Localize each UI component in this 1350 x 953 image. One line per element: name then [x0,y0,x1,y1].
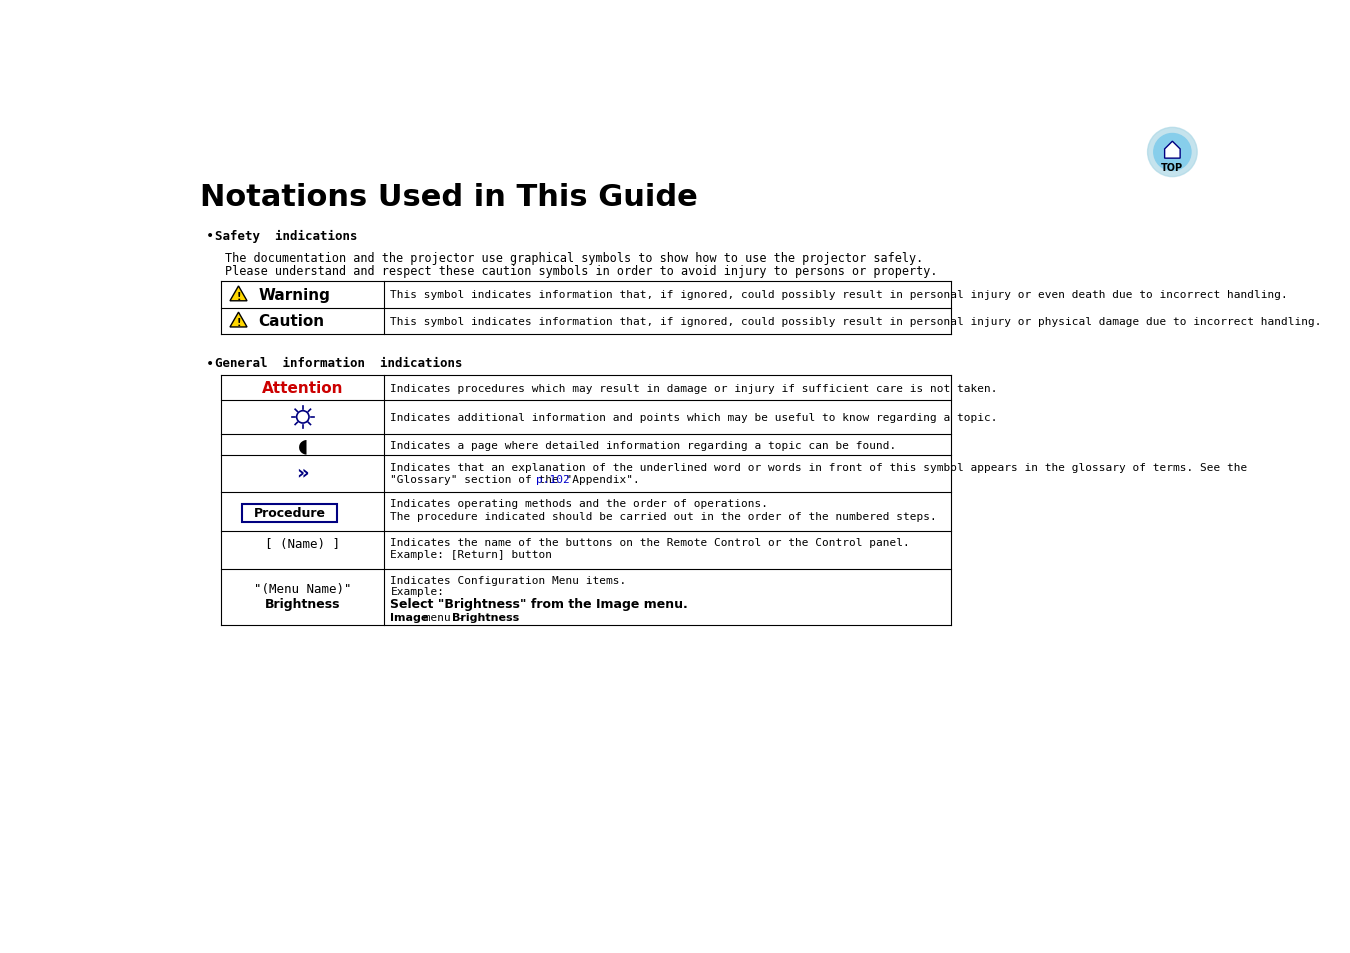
Text: "Glossary" section of the "Appendix".: "Glossary" section of the "Appendix". [390,475,653,484]
Text: Indicates the name of the buttons on the Remote Control or the Control panel.: Indicates the name of the buttons on the… [390,537,910,547]
Text: !: ! [236,292,240,302]
Text: Safety  indications: Safety indications [215,230,358,242]
Text: "(Menu Name)": "(Menu Name)" [254,582,351,595]
Text: Example:: Example: [390,587,444,597]
Circle shape [1154,134,1191,172]
Text: [ (Name) ]: [ (Name) ] [266,537,340,551]
Text: Example: [Return] button: Example: [Return] button [390,550,552,559]
Text: p.102: p.102 [536,475,570,484]
Circle shape [1148,129,1197,177]
Text: Attention: Attention [262,380,343,395]
Text: !: ! [236,317,240,328]
Polygon shape [230,313,247,328]
Text: ◖: ◖ [298,436,308,455]
Text: Warning: Warning [259,288,331,303]
Text: •: • [207,229,215,243]
Text: Please understand and respect these caution symbols in order to avoid injury to : Please understand and respect these caut… [224,265,937,278]
Text: Image: Image [390,613,429,623]
Text: Indicates a page where detailed information regarding a topic can be found.: Indicates a page where detailed informat… [390,440,896,450]
Text: Indicates operating methods and the order of operations.: Indicates operating methods and the orde… [390,499,768,509]
Text: Caution: Caution [259,314,325,329]
Text: The procedure indicated should be carried out in the order of the numbered steps: The procedure indicated should be carrie… [390,511,937,521]
Text: Brightness: Brightness [265,598,340,611]
Text: •: • [207,356,215,371]
Text: This symbol indicates information that, if ignored, could possibly result in per: This symbol indicates information that, … [390,316,1322,326]
Circle shape [297,412,309,423]
Text: TOP: TOP [1161,163,1184,173]
Text: Brightness: Brightness [452,613,520,623]
Polygon shape [1165,142,1180,159]
Text: This symbol indicates information that, if ignored, could possibly result in per: This symbol indicates information that, … [390,290,1288,300]
Text: The documentation and the projector use graphical symbols to show how to use the: The documentation and the projector use … [224,252,923,264]
Text: Notations Used in This Guide: Notations Used in This Guide [200,183,698,212]
Text: Procedure: Procedure [254,506,325,519]
Text: Indicates Configuration Menu items.: Indicates Configuration Menu items. [390,576,626,586]
Polygon shape [230,287,247,301]
Text: Indicates procedures which may result in damage or injury if sufficient care is : Indicates procedures which may result in… [390,383,998,394]
Text: Select "Brightness" from the Image menu.: Select "Brightness" from the Image menu. [390,598,688,611]
FancyBboxPatch shape [243,504,338,523]
Text: Indicates that an explanation of the underlined word or words in front of this s: Indicates that an explanation of the und… [390,462,1247,472]
Text: Indicates additional information and points which may be useful to know regardin: Indicates additional information and poi… [390,413,998,422]
Text: »: » [297,462,309,481]
Text: menu -: menu - [417,613,471,623]
Text: General  information  indications: General information indications [215,357,463,370]
